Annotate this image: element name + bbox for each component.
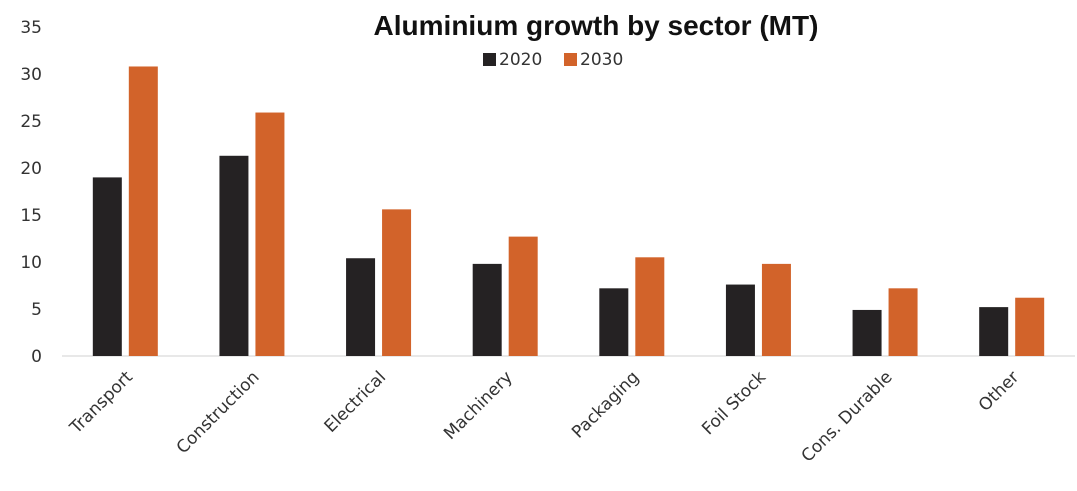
legend-label-2030: 2030 — [580, 50, 623, 70]
x-tick-label: Other — [975, 367, 1023, 415]
bar-2020-transport — [92, 177, 122, 356]
bar-2030-construction — [255, 112, 285, 356]
x-tick-label: Transport — [66, 367, 137, 438]
legend-swatch-2020 — [483, 53, 496, 66]
legend-label-2020: 2020 — [499, 50, 542, 70]
y-tick-label: 30 — [20, 65, 42, 85]
y-tick-label: 20 — [20, 159, 42, 179]
x-tick-label: Packaging — [568, 367, 643, 442]
bar-2030-transport — [128, 66, 158, 356]
bar-2030-packaging — [635, 257, 665, 356]
y-tick-label: 10 — [20, 253, 42, 273]
bar-2030-electrical — [382, 209, 412, 356]
x-tick-label: Cons. Durable — [798, 367, 897, 466]
bar-2020-packaging — [599, 288, 629, 356]
x-tick-label: Electrical — [321, 367, 390, 436]
bars — [92, 66, 1045, 356]
y-tick-label: 35 — [20, 18, 42, 38]
bar-2020-machinery — [472, 263, 502, 356]
y-tick-label: 5 — [31, 300, 42, 320]
bar-2020-other — [979, 307, 1009, 356]
y-tick-label: 15 — [20, 206, 42, 226]
x-tick-label: Machinery — [440, 367, 517, 444]
y-tick-label: 25 — [20, 112, 42, 132]
x-axis-ticks: Transport Construction Electrical Machinery… — [66, 367, 1024, 466]
bar-2020-electrical — [346, 258, 376, 356]
y-axis-ticks: 0 5 10 15 20 25 30 35 — [20, 18, 42, 367]
legend: 2020 2030 — [483, 50, 623, 70]
x-tick-label: Construction — [173, 367, 264, 458]
bar-2030-other — [1015, 297, 1045, 356]
y-tick-label: 0 — [31, 347, 42, 367]
bar-2020-cons-durable — [852, 309, 882, 356]
bar-2020-foil-stock — [725, 284, 755, 356]
bar-2030-machinery — [508, 236, 538, 356]
bar-2030-foil-stock — [761, 263, 791, 356]
bar-2030-cons-durable — [888, 288, 918, 356]
legend-swatch-2030 — [564, 53, 577, 66]
bar-2020-construction — [219, 155, 249, 356]
chart-title: Aluminium growth by sector (MT) — [374, 10, 819, 41]
x-tick-label: Foil Stock — [698, 367, 770, 439]
